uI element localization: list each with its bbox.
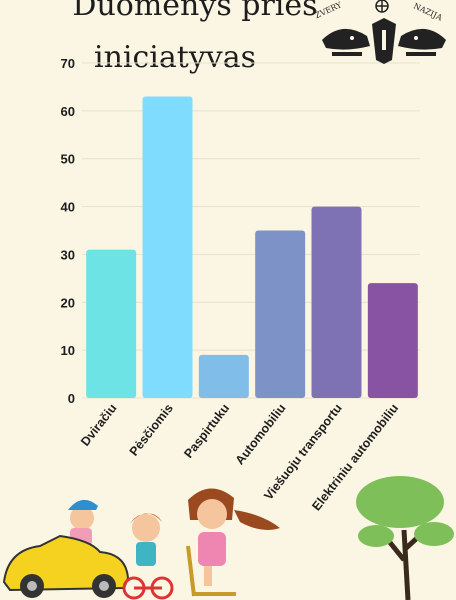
girl-on-scooter-icon [186,488,280,597]
bar [367,283,418,398]
y-tick-label: 40 [61,200,75,215]
y-tick-label: 50 [61,152,75,167]
car-icon [2,534,130,598]
tree-icon [356,476,454,600]
x-tick-label: Paspirtuku [181,401,232,461]
logo-text-left: ŽVERY [314,0,344,20]
chart-title-line-1: Duomenys prieš [72,0,318,23]
x-tick-label: Dviračiu [78,401,119,449]
y-tick-label: 0 [68,391,75,406]
y-tick-label: 60 [61,104,75,119]
y-tick-label: 10 [61,343,75,358]
x-tick-label: Pėsčiomis [127,401,176,458]
y-tick-label: 70 [61,56,75,71]
bar [198,354,249,398]
folk-birds-logo-icon: ŽVERY NAZIJA [314,0,446,64]
bar [86,249,137,398]
bar [255,230,306,398]
bar [142,96,193,398]
illustration-scene [2,476,454,600]
chart-title-line-2: iniciatyvas [93,40,257,75]
y-tick-label: 20 [61,295,75,310]
x-tick-label: Automobiliu [233,401,289,467]
y-tick-label: 30 [61,247,75,262]
logo-text-right: NAZIJA [412,1,444,22]
bar [311,206,362,398]
child-on-bike-icon [122,513,174,600]
